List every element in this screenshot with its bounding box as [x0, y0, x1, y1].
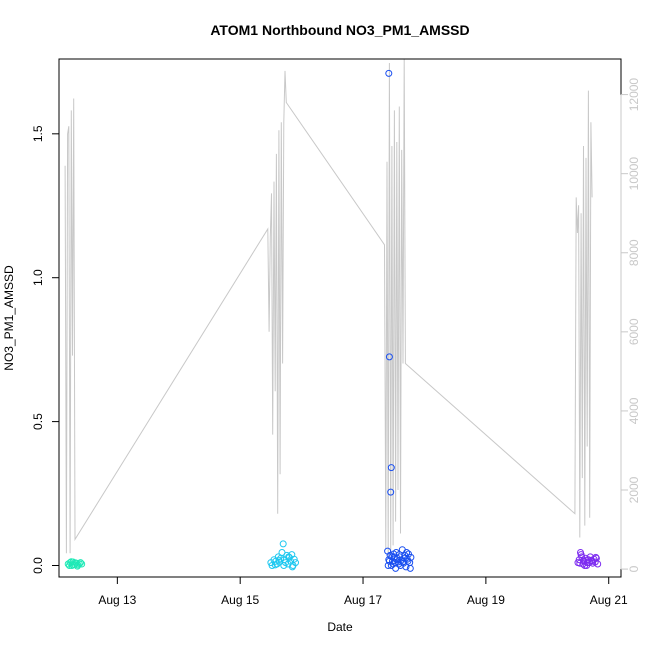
data-point: [288, 563, 296, 571]
data-point: [594, 560, 602, 568]
y2-tick-label: 10000: [627, 157, 641, 191]
y2-tick-label: 12000: [627, 78, 641, 112]
y2-tick-label: 8000: [627, 239, 641, 266]
secondary-series-line: [64, 58, 593, 558]
data-point: [78, 560, 86, 568]
data-point: [275, 556, 283, 564]
x-tick-label: Aug 19: [467, 593, 505, 607]
data-point: [387, 488, 395, 496]
chart-title: ATOM1 Northbound NO3_PM1_AMSSD: [210, 22, 469, 38]
data-point: [583, 559, 591, 567]
data-point: [385, 69, 393, 77]
x-tick-label: Aug 21: [590, 593, 628, 607]
data-point: [394, 558, 402, 566]
y2-tick-label: 6000: [627, 318, 641, 345]
data-point: [67, 558, 75, 566]
y-axis-label: NO3_PM1_AMSSD: [2, 265, 16, 371]
y-axis-left: 0.0 0.5 1.0 1.5: [31, 125, 60, 574]
y-tick-label: 1.0: [31, 269, 45, 286]
data-point: [387, 464, 395, 472]
x-axis: Aug 13 Aug 15 Aug 17 Aug 19 Aug 21: [98, 576, 628, 607]
data-point: [404, 557, 412, 565]
data-point: [271, 561, 279, 569]
data-point: [592, 553, 600, 561]
y-tick-label: 0.0: [31, 557, 45, 574]
plot-frame: [58, 58, 622, 578]
x-tick-label: Aug 17: [344, 593, 382, 607]
data-point: [74, 561, 82, 569]
scatter-points-layer: [64, 69, 602, 572]
y2-tick-label: 2000: [627, 476, 641, 503]
data-point: [390, 553, 398, 561]
data-point: [285, 553, 293, 561]
secondary-line-layer: [64, 58, 593, 558]
x-axis-label: Date: [327, 620, 353, 634]
data-point: [75, 560, 83, 568]
y2-tick-label: 4000: [627, 397, 641, 424]
x-tick-label: Aug 15: [221, 593, 259, 607]
data-point: [588, 557, 596, 565]
y-axis-right: 0 2000 4000 6000 8000 10000 12000: [620, 78, 641, 572]
data-point: [406, 564, 414, 572]
data-point: [384, 562, 392, 569]
data-point: [279, 540, 287, 548]
data-point: [577, 551, 585, 559]
data-point: [403, 549, 411, 556]
x-tick-label: Aug 13: [98, 593, 136, 607]
data-point: [385, 353, 393, 361]
data-point: [280, 562, 288, 569]
data-point: [65, 562, 73, 569]
y2-tick-label: 0: [627, 565, 641, 572]
y-tick-label: 0.5: [31, 413, 45, 430]
data-point: [580, 556, 587, 564]
y-tick-label: 1.5: [31, 125, 45, 142]
